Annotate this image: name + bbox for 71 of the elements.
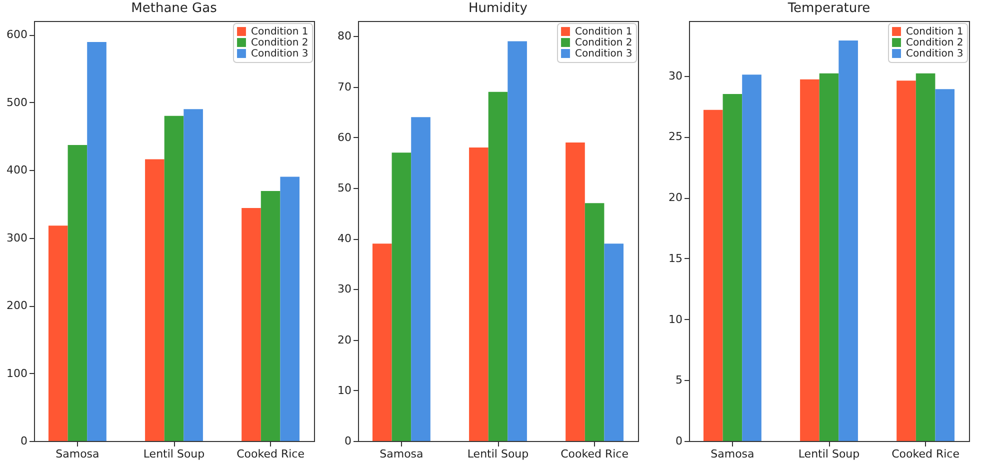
bar [411, 117, 430, 441]
bar [242, 208, 261, 441]
y-tick-label: 100 [6, 366, 28, 380]
bar [68, 144, 88, 441]
y-tick-label: 20 [668, 191, 682, 204]
y-tick-label: 60 [338, 130, 352, 144]
y-tick-label: 0 [344, 434, 352, 448]
legend-label: Condition 1 [251, 26, 308, 38]
bar [742, 74, 762, 441]
bar [935, 89, 955, 441]
x-tick-label: Lentil Soup [798, 448, 860, 460]
x-tick-label: Cooked Rice [560, 448, 629, 460]
x-tick-label: Cooked Rice [892, 448, 960, 460]
bar [392, 152, 412, 441]
bar [819, 73, 839, 441]
legend-label: Condition 1 [906, 26, 964, 38]
bar [508, 41, 527, 441]
bar [800, 79, 820, 441]
bar [838, 40, 858, 441]
bar [164, 116, 184, 441]
bar [87, 42, 106, 441]
bar [260, 191, 280, 441]
y-tick-label: 30 [338, 282, 352, 296]
y-tick-label: 500 [6, 96, 28, 109]
bar [469, 148, 488, 441]
bar [896, 80, 916, 441]
y-tick-label: 50 [338, 181, 352, 194]
chart-title: Temperature [786, 1, 870, 16]
bar [280, 176, 300, 441]
bar [488, 92, 508, 441]
y-tick-label: 0 [20, 434, 28, 448]
legend-label: Condition 3 [251, 48, 308, 60]
bar [916, 73, 936, 441]
bar [566, 142, 585, 441]
chart-title: Methane Gas [131, 1, 218, 16]
y-tick-label: 80 [338, 30, 352, 43]
bar [604, 244, 624, 441]
legend-label: Condition 3 [575, 48, 632, 60]
y-tick-label: 400 [6, 164, 28, 177]
legend-label: Condition 2 [251, 38, 308, 48]
bar [184, 109, 203, 441]
y-tick-label: 15 [668, 252, 682, 265]
legend-label: Condition 1 [575, 26, 632, 38]
y-tick-label: 40 [338, 232, 352, 246]
chart-title: Humidity [468, 1, 528, 16]
bar [584, 203, 604, 441]
bar [722, 94, 742, 441]
x-tick-label: Lentil Soup [143, 448, 205, 460]
y-tick-label: 30 [668, 69, 682, 82]
y-tick-label: 70 [338, 80, 352, 94]
y-tick-label: 200 [6, 299, 28, 312]
y-tick-label: 300 [6, 231, 28, 244]
x-tick-label: Samosa [380, 448, 424, 460]
bar [372, 244, 392, 441]
legend-label: Condition 2 [575, 38, 632, 48]
y-tick-label: 5 [676, 374, 682, 387]
bar [703, 110, 723, 441]
bar [145, 159, 164, 441]
bar [48, 226, 68, 441]
y-tick-label: 10 [338, 384, 352, 397]
y-tick-label: 10 [668, 312, 682, 326]
x-tick-label: Cooked Rice [236, 448, 305, 460]
y-tick-label: 0 [676, 434, 682, 448]
x-tick-label: Lentil Soup [467, 448, 529, 460]
legend-label: Condition 2 [906, 38, 964, 48]
y-tick-label: 600 [6, 28, 28, 42]
x-tick-label: Samosa [56, 448, 100, 460]
legend-label: Condition 3 [906, 48, 964, 60]
y-tick-label: 20 [338, 333, 352, 346]
y-tick-label: 25 [668, 130, 682, 144]
x-tick-label: Samosa [710, 448, 754, 460]
